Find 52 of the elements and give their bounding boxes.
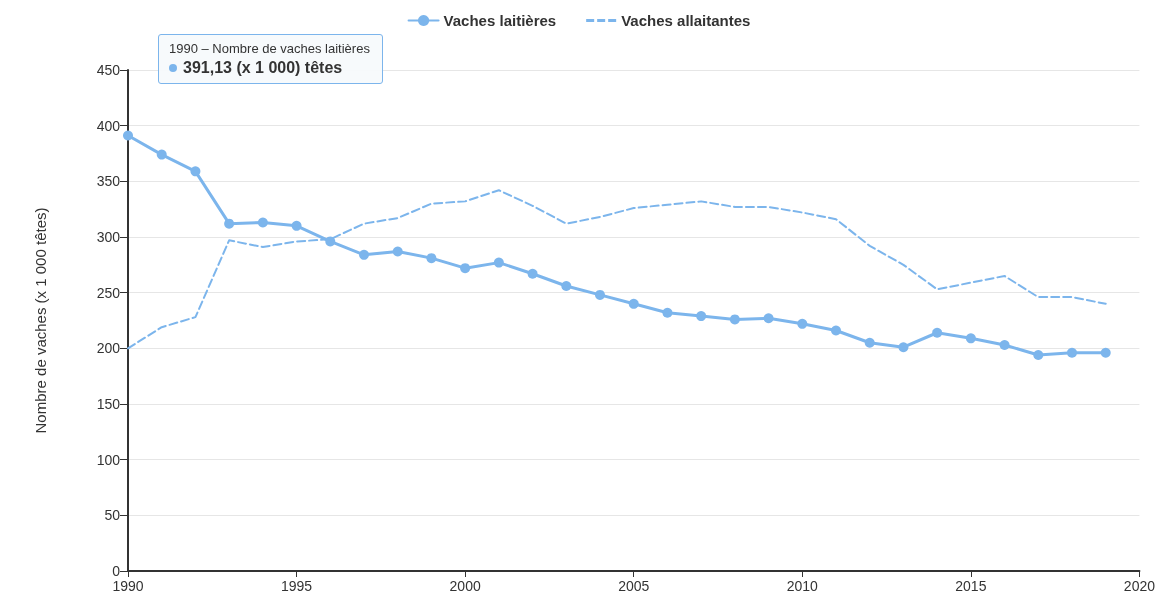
point bbox=[325, 236, 336, 247]
point bbox=[662, 307, 673, 318]
point bbox=[831, 325, 841, 336]
y-tick-label: 200 bbox=[96, 340, 121, 357]
point bbox=[156, 149, 167, 160]
point bbox=[190, 166, 201, 177]
y-tick-label: 450 bbox=[96, 62, 121, 78]
point bbox=[965, 333, 976, 344]
point bbox=[1100, 347, 1111, 358]
y-tick-label: 300 bbox=[96, 229, 121, 245]
point bbox=[561, 280, 572, 291]
point bbox=[123, 130, 133, 141]
x-tick-label: 2000 bbox=[449, 578, 481, 594]
y-tick-label: 400 bbox=[96, 117, 121, 134]
tooltip-box: 1990 – Nombre de vaches laitières 391,13 (x 1 000) têtes bbox=[158, 34, 383, 84]
point bbox=[359, 249, 369, 260]
point bbox=[426, 253, 437, 264]
point bbox=[460, 263, 471, 274]
x-tick-label: 2020 bbox=[1123, 578, 1156, 594]
legend-label: Vaches laitières bbox=[443, 12, 557, 29]
point bbox=[763, 313, 774, 324]
x-tick-label: 2010 bbox=[786, 578, 819, 594]
y-tick-label: 350 bbox=[96, 173, 121, 190]
point bbox=[628, 298, 639, 309]
point bbox=[696, 311, 707, 322]
point bbox=[257, 217, 268, 228]
y-tick-label: 50 bbox=[104, 507, 121, 524]
point bbox=[493, 257, 504, 268]
y-axis-title: Nombre de vaches (x 1 000 têtes) bbox=[32, 207, 49, 434]
y-tick-label: 250 bbox=[96, 284, 121, 301]
annotation: 391,13 (x 1 000) têtes bbox=[183, 59, 343, 77]
y-tick-label: 150 bbox=[96, 396, 121, 412]
point bbox=[595, 289, 605, 300]
x-tick-label: 2015 bbox=[955, 578, 987, 594]
point bbox=[932, 327, 943, 338]
x-tick-label: 1990 bbox=[112, 578, 144, 594]
point bbox=[729, 314, 740, 325]
x-tick-label: 2005 bbox=[618, 578, 650, 594]
point bbox=[864, 337, 875, 348]
point bbox=[392, 246, 403, 257]
y-tick-label: 100 bbox=[96, 451, 121, 468]
legend-label: Vaches allaitantes bbox=[621, 12, 751, 29]
point bbox=[898, 342, 909, 353]
point bbox=[1067, 347, 1077, 358]
point bbox=[1033, 350, 1044, 361]
point bbox=[797, 318, 808, 329]
point bbox=[527, 268, 538, 279]
point bbox=[224, 218, 235, 229]
y-tick-label: 0 bbox=[112, 563, 121, 579]
point bbox=[291, 220, 302, 231]
point bbox=[999, 340, 1010, 350]
x-tick-label: 1995 bbox=[280, 578, 313, 594]
